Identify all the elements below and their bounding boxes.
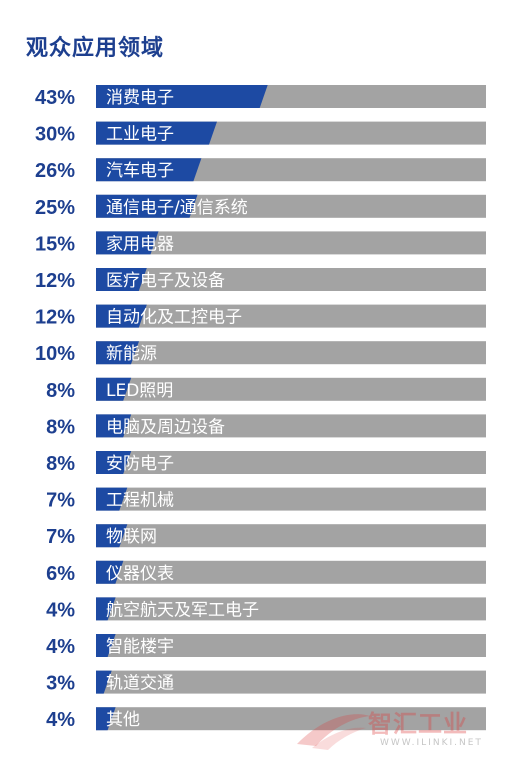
- bar-track: [96, 487, 486, 511]
- bar: [96, 451, 132, 474]
- bar-row: 安防电子 8%: [46, 451, 486, 475]
- value-label: 4%: [46, 636, 75, 658]
- value-label: 30%: [35, 124, 75, 146]
- bar-row: 自动化及工控电子 12%: [35, 304, 486, 329]
- value-label: 12%: [35, 270, 75, 292]
- bar-row: 消费电子 43%: [35, 85, 486, 109]
- bar-track: [96, 341, 486, 365]
- bar: [96, 414, 132, 438]
- bar: [96, 231, 159, 255]
- bar: [96, 377, 132, 401]
- bar-row: 轨道交通 3%: [46, 670, 486, 695]
- value-label: 25%: [35, 197, 75, 219]
- bar-row: 工业电子 30%: [35, 121, 486, 146]
- bar: [96, 634, 116, 657]
- bar-track: [96, 670, 486, 694]
- bar-row: 航空航天及军工电子 4%: [46, 597, 486, 621]
- bar-row: 物联网 7%: [46, 524, 486, 548]
- bar-row: 医疗电子及设备 12%: [35, 268, 486, 292]
- value-label: 8%: [46, 380, 75, 402]
- category-label: 新能源: [106, 344, 157, 364]
- category-label: 家用电器: [106, 234, 174, 254]
- watermark-url: WWW.ILINKI.NET: [380, 738, 483, 748]
- value-label: 4%: [46, 599, 75, 621]
- category-label: 医疗电子及设备: [106, 271, 225, 291]
- bar: [96, 158, 202, 182]
- bar-row: 家用电器 15%: [35, 231, 486, 255]
- brand-logo-swoosh-icon: [297, 714, 370, 750]
- value-label: 4%: [46, 709, 75, 731]
- bar: [96, 597, 116, 621]
- bar-track: [96, 377, 486, 401]
- category-label: LED照明: [106, 381, 173, 401]
- bar-track: [96, 414, 486, 438]
- bar: [96, 194, 198, 218]
- category-label: 消费电子: [106, 88, 174, 108]
- category-label: 工业电子: [106, 125, 174, 145]
- bar: [96, 304, 147, 328]
- bar-track: [96, 634, 486, 657]
- bar-row: 通信电子/通信系统 25%: [35, 194, 486, 219]
- bar-track: [96, 304, 486, 328]
- category-label: 其他: [106, 710, 140, 730]
- bar-row: LED照明 8%: [46, 377, 486, 402]
- bar: [96, 707, 116, 731]
- category-label: 汽车电子: [106, 161, 174, 181]
- bar-row: 电脑及周边设备 8%: [46, 414, 486, 438]
- value-label: 10%: [35, 343, 75, 365]
- bar-track: [96, 268, 486, 291]
- bar: [96, 670, 112, 694]
- bar: [96, 268, 147, 291]
- bar-row: 智能楼宇 4%: [46, 634, 486, 658]
- bar-row: 新能源 10%: [35, 341, 486, 365]
- value-label: 8%: [46, 416, 75, 438]
- category-label: 工程机械: [106, 491, 174, 511]
- value-label: 6%: [46, 563, 75, 585]
- bar: [96, 85, 268, 108]
- category-label: 安防电子: [106, 454, 174, 474]
- bar-row: 其他 4%: [46, 707, 486, 731]
- bar-row: 工程机械 7%: [46, 487, 486, 512]
- value-label: 26%: [35, 160, 75, 182]
- bar: [96, 341, 139, 365]
- category-label: 自动化及工控电子: [106, 308, 242, 328]
- category-label: 仪器仪表: [106, 564, 174, 584]
- value-label: 7%: [46, 490, 75, 512]
- bar: [96, 560, 124, 584]
- bar-track: [96, 231, 486, 255]
- category-label: 电脑及周边设备: [106, 417, 225, 437]
- category-label: 物联网: [106, 527, 157, 547]
- bar: [96, 524, 128, 548]
- chart-title: 观众应用领域: [26, 36, 165, 61]
- category-label: 轨道交通: [106, 674, 174, 694]
- watermark-brand: 智汇工业: [368, 710, 468, 738]
- bar-row: 仪器仪表 6%: [46, 560, 486, 585]
- value-label: 7%: [46, 526, 75, 548]
- bar: [96, 487, 128, 511]
- category-label: 通信电子/通信系统: [106, 198, 248, 218]
- bar-track: [96, 524, 486, 548]
- bar-track: [96, 560, 486, 584]
- bar-row: 汽车电子 26%: [35, 158, 486, 182]
- value-label: 43%: [35, 87, 75, 109]
- category-label: 智能楼宇: [106, 637, 174, 657]
- bar-track: [96, 707, 486, 731]
- bar-track: [96, 451, 486, 474]
- value-label: 12%: [35, 307, 75, 329]
- value-label: 15%: [35, 233, 75, 255]
- category-label: 航空航天及军工电子: [106, 600, 259, 620]
- value-label: 3%: [46, 673, 75, 695]
- bar: [96, 121, 217, 145]
- value-label: 8%: [46, 453, 75, 475]
- bar-track: [96, 597, 486, 621]
